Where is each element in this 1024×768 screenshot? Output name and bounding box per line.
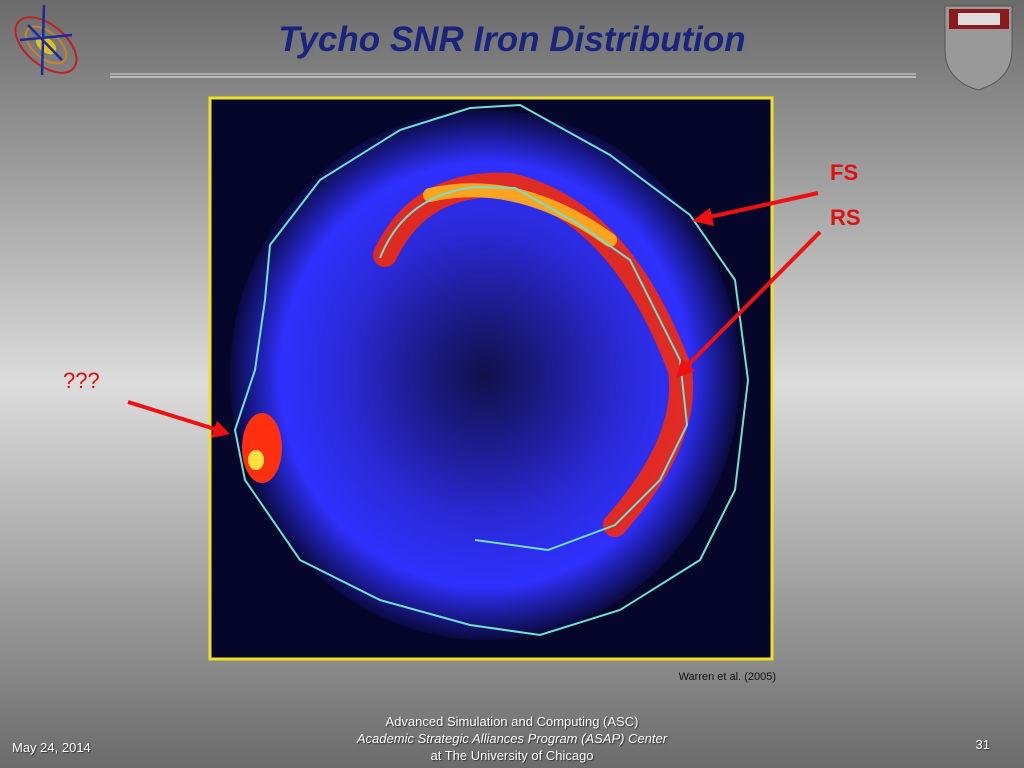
label-fs: FS <box>830 160 859 185</box>
left-logo <box>14 4 78 76</box>
footer-line: at The University of Chicago <box>430 748 594 763</box>
snr-image <box>208 96 774 661</box>
right-logo <box>944 5 1013 91</box>
citation: Warren et al. (2005) <box>678 671 776 683</box>
page-number: 31 <box>975 737 990 752</box>
label-unknown: ??? <box>63 368 100 393</box>
label-rs: RS <box>830 205 861 230</box>
arrows <box>127 191 822 438</box>
slide-title: Tycho SNR Iron Distribution <box>278 20 746 59</box>
footer-line: Advanced Simulation and Computing (ASC) <box>385 714 639 729</box>
footer-line: Academic Strategic Alliances Program (AS… <box>356 731 668 746</box>
footer-center: Advanced Simulation and Computing (ASC) … <box>312 713 712 764</box>
footer-date: May 24, 2014 <box>12 740 91 755</box>
